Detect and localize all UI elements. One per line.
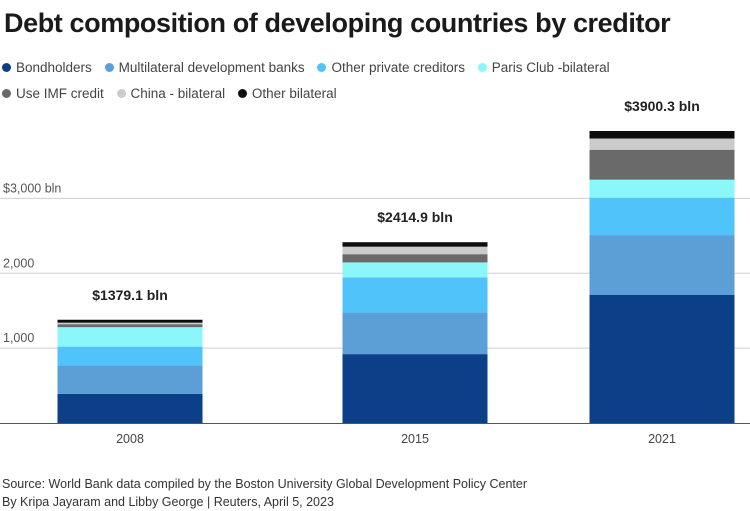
bar-segment (342, 246, 488, 255)
bar-segment (57, 365, 203, 394)
legend-item-other-private: Other private creditors (317, 60, 465, 75)
legend-item-china: China - bilateral (116, 86, 226, 101)
byline: By Kripa Jayaram and Libby George | Reut… (2, 495, 334, 509)
bar-segment (57, 393, 203, 423)
circle-swatch-icon (237, 89, 247, 98)
legend-label: Multilateral development banks (118, 60, 305, 75)
bar-segment (342, 277, 488, 313)
circle-swatch-icon (104, 63, 114, 72)
legend-label: Other private creditors (331, 60, 466, 75)
legend-item-multilateral: Multilateral development banks (104, 60, 305, 75)
bar-segment (342, 242, 488, 247)
legend-label: Use IMF credit (16, 86, 104, 101)
circle-swatch-icon (477, 63, 487, 72)
y-tick-label: $3,000 bln (3, 181, 61, 195)
legend-item-paris-club: Paris Club -bilateral (477, 60, 610, 75)
circle-swatch-icon (317, 63, 327, 72)
circle-swatch-icon (2, 89, 11, 98)
circle-swatch-icon (116, 89, 126, 98)
bar-segment (589, 294, 735, 423)
bar-segment (589, 179, 735, 198)
source-note: Source: World Bank data compiled by the … (2, 477, 528, 491)
bar-segment (57, 346, 203, 366)
bar-segment (589, 149, 735, 180)
footer: Source: World Bank data compiled by the … (2, 475, 527, 511)
x-tick-label: 2008 (116, 432, 144, 446)
legend-label: Bondholders (16, 60, 92, 75)
y-tick-label: 1,000 (3, 331, 34, 345)
bar-segment (589, 197, 735, 236)
legend-label: Paris Club -bilateral (491, 60, 610, 75)
bar-segment (342, 354, 488, 423)
bar-segment (589, 235, 735, 295)
bar-segment (589, 138, 735, 150)
bar-segment (342, 254, 488, 263)
legend-item-other-bilateral: Other bilateral (237, 86, 337, 101)
bar-segment (57, 319, 203, 323)
x-tick-label: 2015 (401, 432, 429, 446)
bar-segment (342, 262, 488, 278)
legend-item-bondholders: Bondholders (2, 60, 92, 75)
legend-item-imf: Use IMF credit (2, 86, 104, 101)
bar-segment (57, 322, 203, 325)
stacked-bar-chart: 1,000 2,000 $3,000 bln $1379.1 bln 2008 $2414… (0, 98, 750, 446)
legend-row: Use IMF credit China - bilateral Other b… (2, 86, 702, 112)
bar-total-label: $3900.3 bln (624, 98, 700, 114)
legend-label: China - bilateral (130, 86, 226, 101)
circle-swatch-icon (2, 63, 11, 72)
x-tick-label: 2021 (648, 432, 676, 446)
legend-label: Other bilateral (251, 86, 337, 101)
bar-segment (589, 131, 735, 139)
bar-segment (57, 324, 203, 328)
chart-title: Debt composition of developing countries… (4, 8, 671, 38)
bar-total-label: $2414.9 bln (377, 209, 453, 225)
bar-segment (57, 327, 203, 347)
legend: Bondholders Multilateral development ban… (2, 60, 702, 112)
y-tick-label: 2,000 (3, 256, 34, 270)
legend-row: Bondholders Multilateral development ban… (2, 60, 702, 86)
bar-segment (342, 312, 488, 355)
bar-total-label: $1379.1 bln (92, 287, 168, 303)
